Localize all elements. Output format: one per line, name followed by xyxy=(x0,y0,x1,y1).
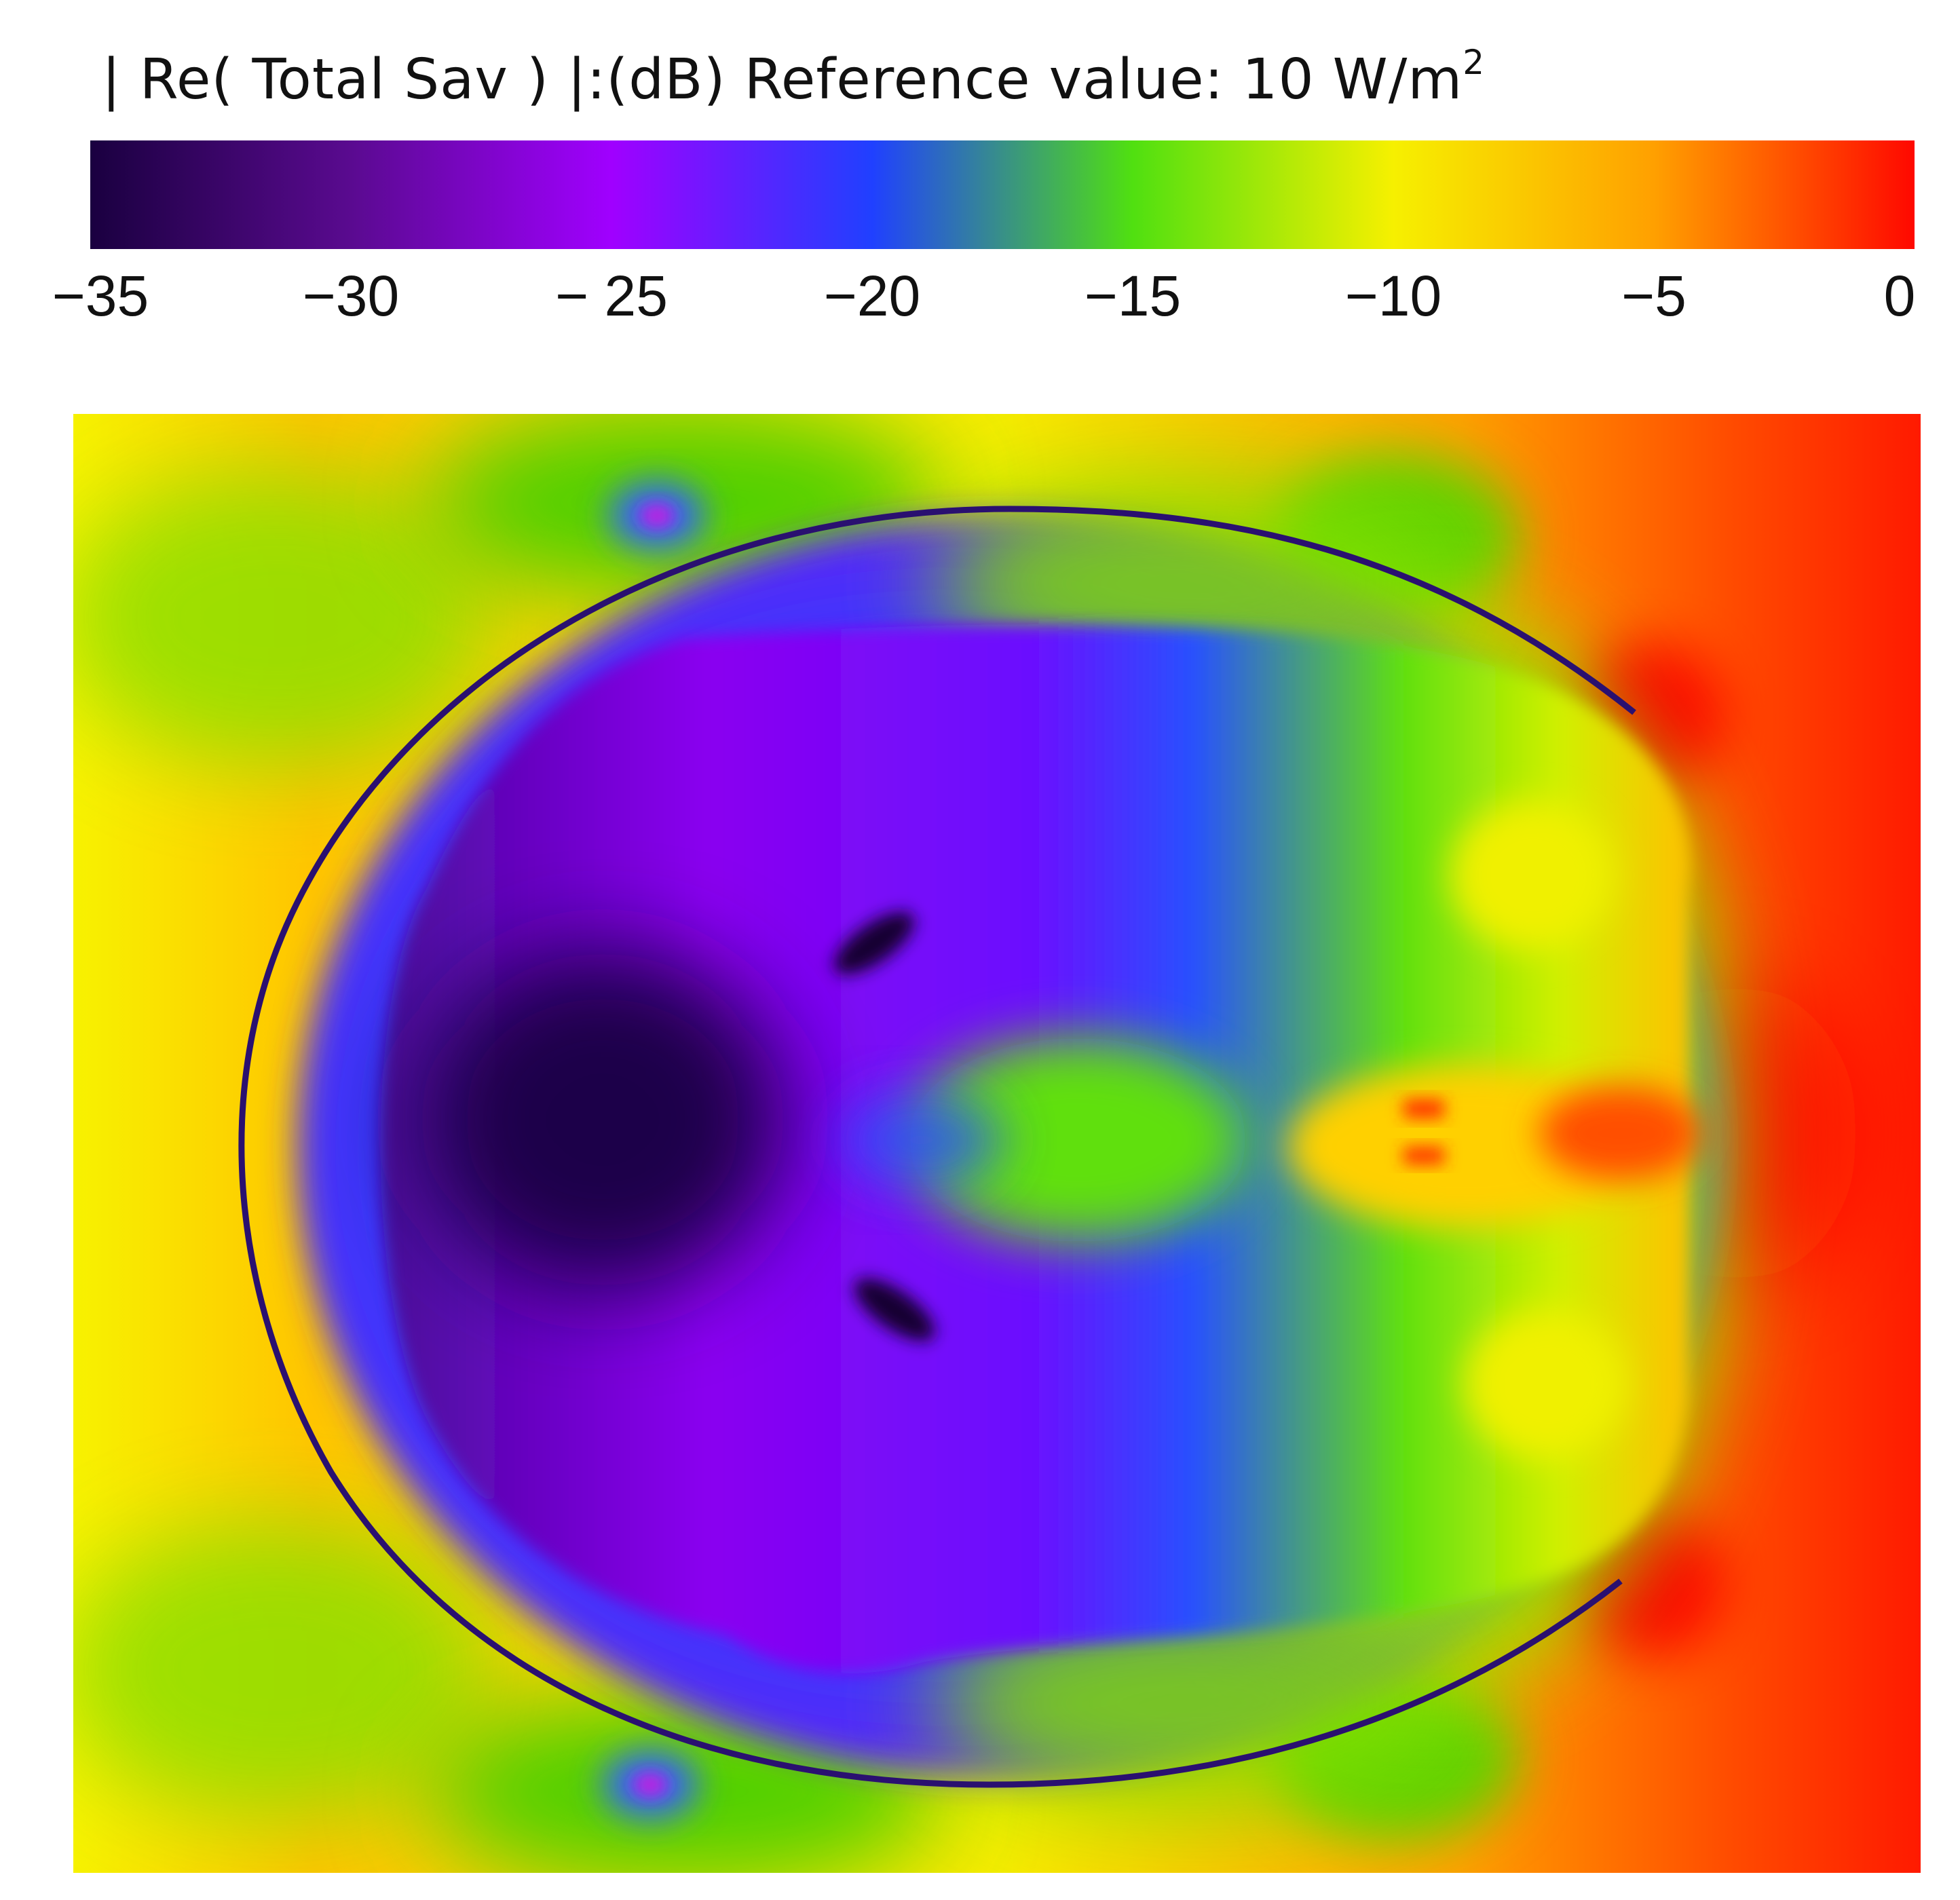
colorbar-tick-label: − 25 xyxy=(555,264,668,328)
colorbar-tick-label: −20 xyxy=(823,264,921,328)
colorbar-tick-label: −15 xyxy=(1084,264,1182,328)
colorbar-tick-label: −10 xyxy=(1344,264,1442,328)
colorbar-tick-label: 0 xyxy=(1883,264,1916,328)
colorbar-tick-label: −35 xyxy=(52,264,149,328)
colorbar-tick-label: −5 xyxy=(1621,264,1686,328)
colorbar-title: | Re( Total Sav ) |:(dB) Reference value… xyxy=(102,42,1486,112)
field-map xyxy=(73,414,1921,1873)
colorbar-tick-label: −30 xyxy=(302,264,400,328)
colorbar xyxy=(90,140,1915,249)
